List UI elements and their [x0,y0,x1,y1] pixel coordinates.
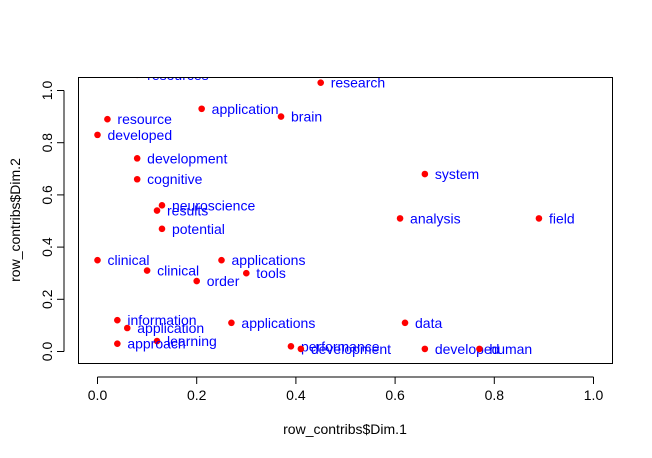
x-tick-label: 0.0 [88,387,108,403]
x-tick-label: 0.2 [187,387,207,403]
point-label: data [415,315,442,331]
data-point [476,345,483,353]
point-label: learning [167,333,217,349]
point-label: applications [241,315,315,331]
data-point [297,345,305,353]
point-label: tools [256,265,286,281]
point-label: resource [117,111,172,127]
y-tick-label: 0.4 [39,237,55,257]
x-tick-label: 1.0 [584,387,604,403]
data-point [94,131,101,139]
data-point [153,337,161,345]
data-point [123,324,131,332]
data-point [193,277,200,285]
x-tick-label: 0.6 [385,387,405,403]
data-point [143,267,151,274]
point-label: clinical [108,252,150,268]
data-point [158,202,166,209]
data-point [421,170,429,178]
data-point [104,115,111,123]
data-point [287,342,295,350]
data-point [421,345,429,353]
data-point [401,319,409,327]
point-label: developed [435,341,500,357]
data-point [153,207,161,214]
data-point [218,256,225,264]
point-label: performance [301,338,380,354]
data-point [243,269,250,277]
point-label: development [147,150,227,166]
y-axis-title: row_contribs$Dim.2 [7,158,23,282]
point-label: potential [172,221,225,237]
point-label: application [212,101,279,117]
data-point [114,316,121,324]
data-point [277,113,285,120]
point-label: information [127,312,196,328]
y-axis: 0.0 0.2 0.4 0.6 0.8 1.0 [39,81,65,362]
point-label: research [331,75,385,91]
y-tick-label: 0.6 [39,185,55,205]
point-label: brain [291,109,322,125]
point-label: developed [108,127,173,143]
point-label: system [435,166,479,182]
point-label: resources [147,67,208,83]
point-label: results [167,203,208,219]
y-tick-label: 1.0 [39,81,55,101]
point-label: cognitive [147,171,202,187]
x-axis: 0.0 0.2 0.4 0.6 0.8 1.0 [88,376,604,403]
point-label: order [207,273,240,289]
y-tick-label: 0.8 [39,133,55,153]
data-point [317,79,325,86]
data-point [133,175,141,183]
point-label: field [549,210,575,226]
x-tick-label: 0.4 [286,387,306,403]
point-label: applications [232,252,306,268]
data-point [396,215,404,222]
point-label: analysis [410,210,461,226]
data-point [133,155,141,162]
point-label: clinical [157,263,199,279]
x-tick-label: 0.8 [485,387,505,403]
data-point [158,225,166,233]
x-axis-title: row_contribs$Dim.1 [283,421,407,437]
plot-frame [78,77,613,364]
point-label: approach [127,336,185,352]
data-point [228,319,235,327]
point-label: development [311,341,391,357]
y-tick-label: 0.0 [39,342,55,362]
data-point [198,105,205,113]
y-tick-label: 0.2 [39,289,55,309]
data-point [114,340,121,347]
point-label: neuroscience [172,197,255,213]
plot-content: resources research application brain resourc… [94,67,575,357]
point-label: human [489,341,532,357]
data-point [535,215,543,222]
data-point [94,256,101,264]
point-label: application [137,320,204,336]
